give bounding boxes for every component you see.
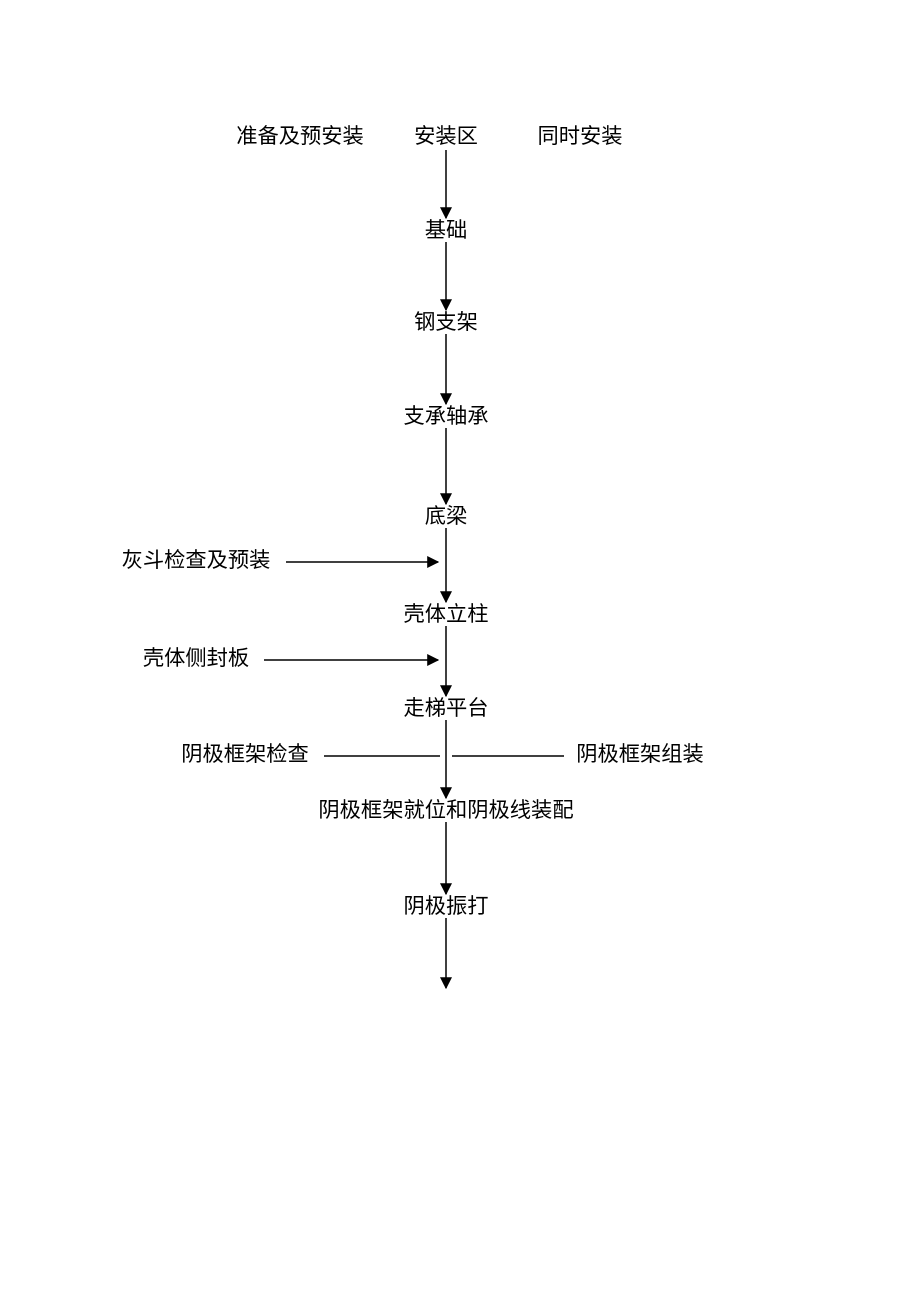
node-n5: 壳体立柱 [403,602,488,626]
header-left: 准备及预安装 [236,124,364,148]
node-n2: 钢支架 [414,310,478,334]
node-n3: 支承轴承 [403,404,488,428]
header-right: 同时安装 [537,124,622,148]
node-n1: 基础 [425,218,468,242]
side-s1: 灰斗检查及预装 [122,548,271,572]
node-n8: 阴极振打 [403,894,488,918]
header-center: 安装区 [414,124,478,148]
node-n4: 底梁 [425,504,468,528]
side-s4: 阴极框架组装 [576,742,704,766]
side-s3: 阴极框架检查 [181,742,309,766]
node-n7: 阴极框架就位和阴极线装配 [318,798,573,822]
node-n6: 走梯平台 [403,696,488,720]
side-s2: 壳体侧封板 [143,646,249,670]
